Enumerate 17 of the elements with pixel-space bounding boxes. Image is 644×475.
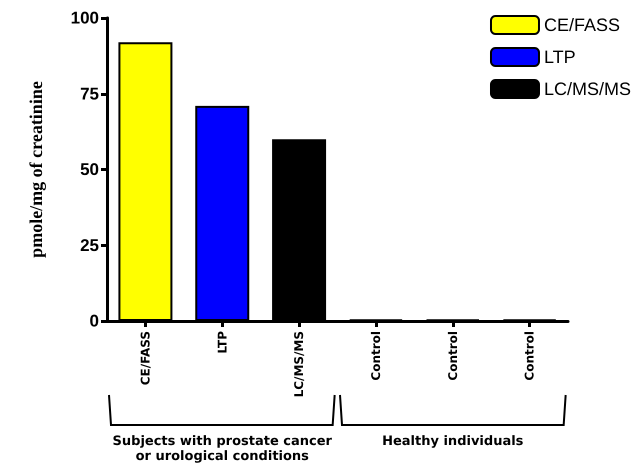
x-tick-label: Control [446,331,460,381]
y-tick-label: 25 [80,236,99,255]
y-tick-label: 100 [70,8,99,28]
x-tick-label: LTP [215,330,230,354]
text: Healthy individuals [382,434,524,449]
y-axis-title: pmole/mg of creatinine [26,81,46,258]
legend-label: LC/MS/MS [544,79,632,99]
y-tick-label: 50 [80,160,99,179]
x-tick-label: Control [522,331,537,381]
y-tick-label: 0 [90,312,99,330]
legend-label: LTP [544,47,576,67]
x-tick-label: LC/MS/MS [292,331,306,398]
text: Subjects with prostate cancer or urological conditions [112,434,332,464]
x-tick-label: CE/FASS [138,331,152,386]
y-tick-label: 75 [80,84,99,104]
legend-label: CE/FASS [544,15,620,35]
x-tick-label: Control [368,331,383,381]
